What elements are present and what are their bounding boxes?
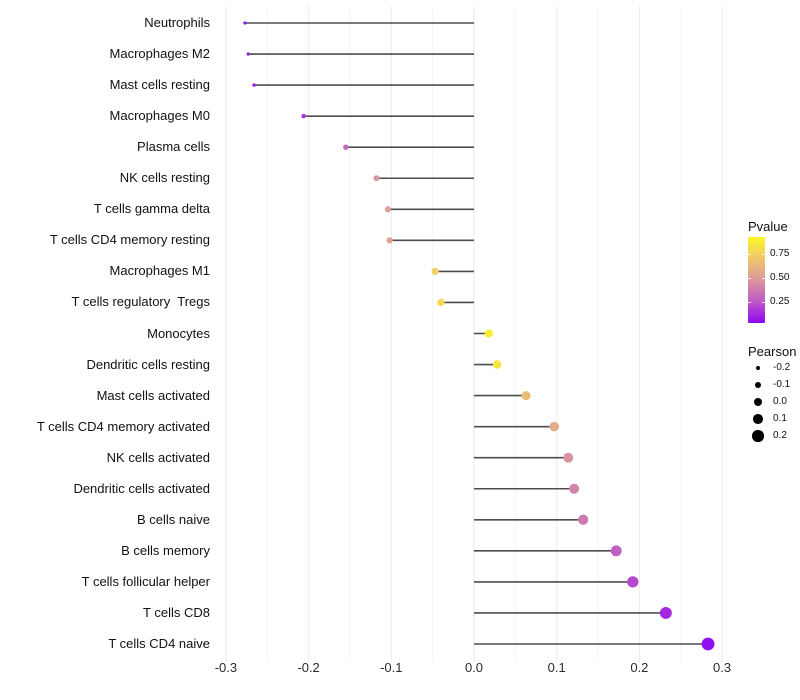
lollipop-dot <box>243 21 247 25</box>
category-label: T cells regulatory Tregs <box>71 294 210 310</box>
pearson-key-label: -0.1 <box>773 379 791 390</box>
lollipop-dot <box>301 113 306 119</box>
category-label: Plasma cells <box>137 139 210 155</box>
pearson-key-label: -0.2 <box>773 362 791 373</box>
lollipop-dot <box>701 637 715 651</box>
category-label: T cells CD8 <box>143 604 210 620</box>
lollipop-dot <box>246 52 250 56</box>
pearson-legend-title: Pearson <box>748 344 797 359</box>
pvalue-legend-title: Pvalue <box>748 219 788 234</box>
pearson-key-dot <box>753 414 763 424</box>
pearson-key-label: 0.1 <box>773 413 787 424</box>
lollipop-dot <box>569 483 580 494</box>
category-label: T cells follicular helper <box>81 573 210 589</box>
pvalue-gradient-bar <box>748 237 765 323</box>
category-label: B cells memory <box>121 542 210 558</box>
lollipop-dot <box>373 175 380 182</box>
pvalue-bar-tick-mark <box>748 254 751 256</box>
category-label: NK cells resting <box>119 170 210 186</box>
category-label: Neutrophils <box>144 15 210 30</box>
lollipop-dot <box>437 298 445 307</box>
x-tick-label: -0.1 <box>380 660 403 675</box>
pvalue-bar-tick-mark <box>748 278 751 280</box>
category-label: Dendritic cells activated <box>73 480 210 496</box>
lollipop-dot <box>384 206 392 213</box>
x-tick-label: 0.0 <box>464 660 484 675</box>
lollipop-dot <box>549 421 560 432</box>
pvalue-tick-label: 0.75 <box>770 248 790 260</box>
pearson-key-dot <box>754 381 762 389</box>
pvalue-tick-label: 0.25 <box>770 295 790 307</box>
category-label: T cells CD4 naive <box>108 636 210 651</box>
category-label: B cells naive <box>137 511 210 527</box>
category-label: T cells gamma delta <box>93 201 210 217</box>
lollipop-dot <box>386 237 393 244</box>
lollipop-dot <box>343 144 349 150</box>
lollipop-dot <box>578 514 589 525</box>
lollipop-dot <box>610 545 622 557</box>
category-label: Dendritic cells resting <box>86 356 210 372</box>
pearson-key-label: 0.2 <box>773 430 787 441</box>
pvalue-bar-tick-mark <box>762 278 765 280</box>
pvalue-bar-tick-mark <box>748 301 751 303</box>
lollipop-dot <box>521 391 531 401</box>
category-label: T cells CD4 memory activated <box>36 418 210 434</box>
lollipop-dot <box>431 267 439 276</box>
pearson-key-dot <box>755 365 761 371</box>
category-label: Mast cells activated <box>96 387 210 403</box>
pearson-key-label: 0.0 <box>773 396 787 407</box>
category-label: T cells CD4 memory resting <box>49 232 210 248</box>
x-tick-label: 0.2 <box>630 660 649 675</box>
pvalue-bar-tick-mark <box>762 301 765 303</box>
category-label: Mast cells resting <box>109 77 210 93</box>
lollipop-dot <box>659 606 672 619</box>
category-label: Macrophages M1 <box>109 263 210 279</box>
lollipop-dot <box>563 452 574 463</box>
lollipop-dot <box>627 576 639 588</box>
x-tick-label: -0.2 <box>297 660 320 675</box>
category-label: NK cells activated <box>106 449 210 465</box>
lollipop-dot <box>492 360 502 369</box>
pvalue-tick-label: 0.50 <box>770 272 790 284</box>
lollipop-dot <box>484 329 494 338</box>
pearson-key-dot <box>754 398 762 406</box>
category-label: Macrophages M0 <box>109 108 210 124</box>
category-label: Monocytes <box>147 325 210 341</box>
pvalue-bar-tick-mark <box>762 254 765 256</box>
x-tick-label: 0.3 <box>713 660 732 675</box>
pearson-key-dot <box>752 430 764 442</box>
x-tick-label: 0.1 <box>547 660 566 675</box>
category-label: Macrophages M2 <box>109 46 210 62</box>
x-tick-label: -0.3 <box>214 660 238 675</box>
lollipop-dot <box>252 83 256 87</box>
